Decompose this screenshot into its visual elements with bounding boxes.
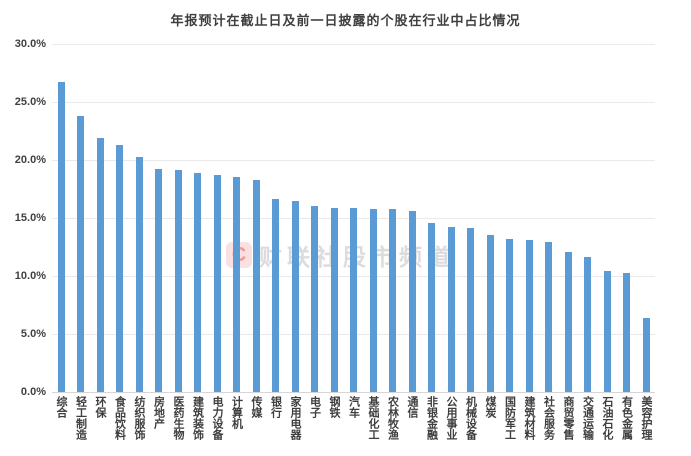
- y-tick-label: 25.0%: [14, 96, 46, 108]
- bar: [96, 137, 104, 392]
- bar: [252, 179, 260, 392]
- bar: [389, 208, 396, 392]
- y-tick-label: 30.0%: [14, 38, 46, 50]
- bar: [135, 156, 143, 392]
- x-tick-label: 美容护理: [640, 396, 652, 440]
- bar: [330, 207, 338, 392]
- x-tick-label: 电子: [308, 396, 321, 418]
- x-tick-label: 社会服务: [542, 396, 555, 440]
- watermark: C 财联社股市频道: [226, 242, 455, 270]
- x-tick-label: 轻工制造: [74, 396, 87, 440]
- x-tick-label: 通信: [406, 396, 418, 418]
- x-tick-label: 煤炭: [484, 396, 496, 418]
- x-tick-label: 非银金融: [425, 396, 438, 440]
- bar: [623, 272, 630, 392]
- x-tick-label: 综合: [55, 396, 67, 418]
- y-tick-label: 20.0%: [14, 154, 46, 166]
- x-tick-label: 公用事业: [445, 396, 457, 440]
- x-tick-label: 计算机: [230, 396, 243, 429]
- bar: [233, 177, 240, 392]
- bar: [428, 222, 435, 392]
- gridline: [52, 102, 655, 103]
- bar: [467, 228, 474, 392]
- bar: [584, 257, 591, 392]
- bar: [564, 251, 572, 392]
- chart-title: 年报预计在截止日及前一日披露的个股在行业中占比情况: [170, 13, 521, 28]
- bar: [447, 227, 455, 392]
- x-tick-label: 基础化工: [367, 396, 379, 440]
- bar: [506, 238, 513, 392]
- bar: [350, 207, 357, 392]
- y-tick-label: 5.0%: [20, 328, 46, 340]
- x-tick-label: 钢铁: [328, 396, 340, 418]
- x-tick-label: 农林牧渔: [386, 396, 399, 440]
- bar: [194, 172, 201, 392]
- watermark-text: 财联社股市频道: [259, 244, 455, 270]
- bar: [116, 144, 123, 392]
- bar: [545, 242, 552, 392]
- gridline: [52, 160, 655, 161]
- bar: [272, 199, 279, 392]
- x-tick-label: 国防军工: [503, 396, 516, 440]
- x-tick-label: 银行: [269, 396, 282, 418]
- x-tick-label: 商贸零售: [562, 396, 574, 440]
- bar: [77, 115, 84, 392]
- y-tick-label: 10.0%: [14, 270, 46, 282]
- x-tick-label: 有色金属: [620, 396, 633, 440]
- x-tick-label: 食品饮料: [113, 396, 126, 440]
- bar: [311, 206, 318, 392]
- gridline: [52, 44, 655, 45]
- bar: [57, 82, 65, 392]
- bar: [603, 271, 611, 392]
- x-tick-label: 环保: [94, 396, 106, 418]
- x-tick-label: 石油石化: [601, 396, 613, 440]
- bar: [174, 170, 182, 392]
- y-tick-label: 0.0%: [20, 386, 46, 398]
- y-tick-label: 15.0%: [14, 212, 46, 224]
- x-tick-label: 建筑装饰: [191, 396, 204, 440]
- gridline: [52, 392, 655, 393]
- bar: [155, 169, 162, 392]
- x-tick-label: 家用电器: [289, 396, 301, 440]
- x-tick-label: 纺织服饰: [133, 396, 145, 440]
- x-tick-label: 机械设备: [464, 396, 477, 440]
- x-tick-label: 医药生物: [172, 396, 184, 440]
- bar: [525, 240, 533, 392]
- x-tick-label: 汽车: [347, 396, 360, 418]
- bar: [486, 235, 494, 392]
- bar: [213, 175, 221, 392]
- bar: [408, 211, 416, 392]
- x-tick-label: 交通运输: [581, 396, 594, 440]
- x-tick-label: 建筑材料: [523, 396, 535, 440]
- bar: [291, 200, 299, 392]
- x-tick-label: 房地产: [152, 396, 165, 429]
- x-tick-label: 电力设备: [211, 396, 223, 440]
- x-tick-label: 传媒: [250, 396, 262, 418]
- bar: [369, 208, 377, 392]
- bar: [642, 317, 650, 392]
